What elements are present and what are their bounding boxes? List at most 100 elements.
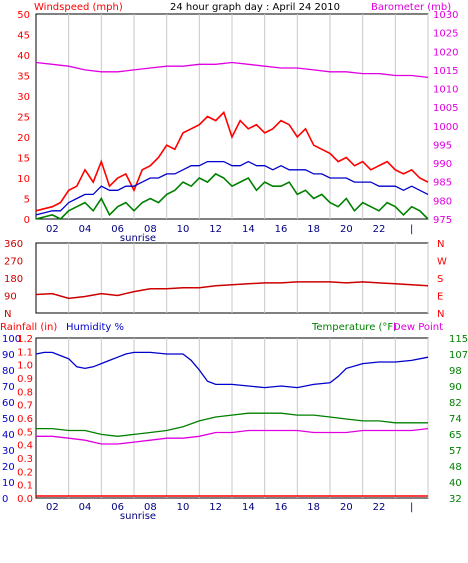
humidity-tick-label: 80 bbox=[2, 366, 15, 377]
rainfall-tick-label: 0.8 bbox=[17, 387, 33, 398]
wind-tick-label: 5 bbox=[24, 195, 30, 206]
temperature-tick-label: 40 bbox=[449, 478, 462, 489]
x-tick-label: | bbox=[410, 224, 413, 235]
rainfall-tick-label: 0.2 bbox=[17, 467, 33, 478]
x-tick-label: 10 bbox=[177, 502, 190, 513]
temperature-tick-label: 74 bbox=[449, 414, 462, 425]
wind-tick-label: 15 bbox=[17, 154, 30, 165]
x-tick-label: 18 bbox=[307, 502, 320, 513]
x-tick-label: 20 bbox=[340, 502, 353, 513]
wind-tick-label: 10 bbox=[17, 174, 30, 185]
direction-tick-label: 270 bbox=[4, 257, 23, 268]
compass-label: W bbox=[437, 257, 447, 268]
compass-label: N bbox=[437, 309, 444, 320]
rainfall-legend: Rainfall (in) bbox=[0, 322, 57, 333]
barometer-tick-label: 1015 bbox=[433, 66, 458, 77]
compass-label: E bbox=[437, 292, 443, 303]
gust-line bbox=[35, 110, 429, 212]
barometer-tick-label: 1020 bbox=[433, 47, 458, 58]
x-tick-label: 10 bbox=[177, 224, 190, 235]
rainfall-tick-label: 0.9 bbox=[17, 374, 33, 385]
x-tick-label: 06 bbox=[111, 502, 124, 513]
barometer-tick-label: 980 bbox=[433, 196, 452, 207]
x-tick-label: 14 bbox=[242, 224, 255, 235]
barometer-tick-label: 1000 bbox=[433, 122, 458, 133]
humidity-line bbox=[35, 351, 429, 389]
barometer-tick-label: 990 bbox=[433, 159, 452, 170]
temperature-tick-label: 48 bbox=[449, 462, 462, 473]
barometer-tick-label: 995 bbox=[433, 140, 452, 151]
temperature-tick-label: 98 bbox=[449, 366, 462, 377]
graph-title: 24 hour graph day : April 24 2010 bbox=[170, 2, 340, 13]
x-tick-label: 22 bbox=[373, 502, 386, 513]
dewpoint-legend: Dew Point bbox=[393, 322, 443, 333]
barometer-tick-label: 1030 bbox=[433, 10, 458, 21]
temperature-tick-label: 65 bbox=[449, 430, 462, 441]
humidity-tick-label: 40 bbox=[2, 430, 15, 441]
barometer-tick-label: 975 bbox=[433, 215, 452, 226]
x-tick-label: 08 bbox=[144, 502, 157, 513]
temperature-tick-label: 107 bbox=[449, 350, 468, 361]
compass-label: N bbox=[437, 239, 444, 250]
compass-label: S bbox=[437, 274, 443, 285]
wind-tick-label: 30 bbox=[17, 92, 30, 103]
windspeed-axis-label: Windspeed (mph) bbox=[34, 2, 123, 13]
rainfall-tick-label: 1.2 bbox=[17, 334, 33, 345]
x-tick-label: 04 bbox=[79, 502, 92, 513]
barometer-tick-label: 1010 bbox=[433, 85, 458, 96]
wind-tick-label: 20 bbox=[17, 133, 30, 144]
direction-tick-label: 90 bbox=[4, 292, 17, 303]
barometer-tick-label: 985 bbox=[433, 178, 452, 189]
wind-tick-label: 35 bbox=[17, 72, 30, 83]
x-tick-label: 06 bbox=[111, 224, 124, 235]
humidity-tick-label: 60 bbox=[2, 398, 15, 409]
x-tick-label: 14 bbox=[242, 502, 255, 513]
x-tick-label: 18 bbox=[307, 224, 320, 235]
barometer-tick-label: 1025 bbox=[433, 29, 458, 40]
rainfall-tick-label: 0.0 bbox=[17, 494, 33, 505]
wind-tick-label: 40 bbox=[17, 51, 30, 62]
rainfall-tick-label: 0.3 bbox=[17, 454, 33, 465]
temperature-legend: Temperature (°F) bbox=[311, 322, 397, 333]
rainfall-tick-label: 1.0 bbox=[17, 361, 33, 372]
barometer-line bbox=[35, 61, 429, 79]
barometer-tick-label: 1005 bbox=[433, 103, 458, 114]
x-tick-label: 02 bbox=[46, 224, 59, 235]
rainfall-tick-label: 1.1 bbox=[17, 347, 33, 358]
sunrise-label: sunrise bbox=[120, 233, 156, 244]
direction-tick-label: 360 bbox=[4, 239, 23, 250]
x-tick-label: 02 bbox=[46, 502, 59, 513]
x-tick-label: 12 bbox=[209, 224, 222, 235]
temperature-tick-label: 82 bbox=[449, 398, 462, 409]
rainfall-tick-label: 0.5 bbox=[17, 427, 33, 438]
x-tick-label: 12 bbox=[209, 502, 222, 513]
wind-tick-label: 0 bbox=[24, 215, 30, 226]
average-wind-line bbox=[35, 160, 429, 216]
wind-tick-label: 50 bbox=[17, 10, 30, 21]
x-tick-label: 16 bbox=[275, 502, 288, 513]
low-wind-line bbox=[35, 172, 429, 220]
temperature-tick-label: 57 bbox=[449, 446, 462, 457]
wind-tick-label: 25 bbox=[17, 113, 30, 124]
humidity-tick-label: 70 bbox=[2, 382, 15, 393]
humidity-tick-label: 100 bbox=[2, 334, 21, 345]
x-tick-label: 08 bbox=[144, 224, 157, 235]
wind-direction-line bbox=[35, 281, 429, 300]
dewpoint-line bbox=[36, 427, 429, 445]
temperature-tick-label: 115 bbox=[449, 334, 468, 345]
rainfall-tick-label: 0.6 bbox=[17, 414, 33, 425]
barometer-axis-label: Barometer (mb) bbox=[371, 2, 451, 13]
humidity-tick-label: 10 bbox=[2, 478, 15, 489]
x-tick-label: 04 bbox=[79, 224, 92, 235]
rainfall-tick-label: 0.1 bbox=[17, 481, 33, 492]
x-tick-label: 22 bbox=[373, 224, 386, 235]
x-tick-label: 20 bbox=[340, 224, 353, 235]
direction-tick-label: N bbox=[4, 309, 11, 320]
sunrise-label: sunrise bbox=[120, 511, 156, 522]
temperature-tick-label: 90 bbox=[449, 382, 462, 393]
humidity-tick-label: 50 bbox=[2, 414, 15, 425]
temperature-tick-label: 32 bbox=[449, 494, 462, 505]
humidity-tick-label: 90 bbox=[2, 350, 15, 361]
rainfall-tick-label: 0.7 bbox=[17, 401, 33, 412]
